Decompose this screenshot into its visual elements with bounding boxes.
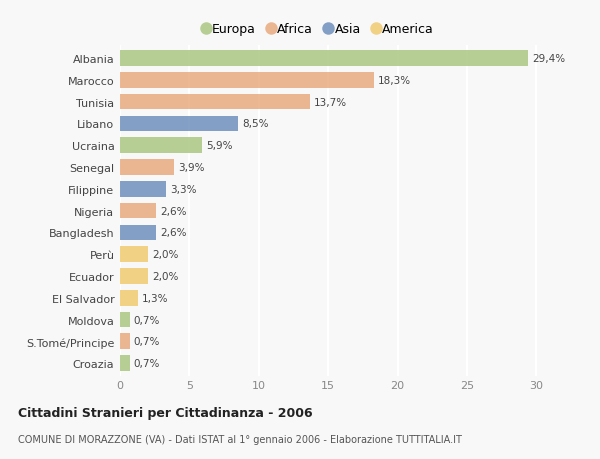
Text: 2,0%: 2,0% (152, 250, 178, 260)
Text: COMUNE DI MORAZZONE (VA) - Dati ISTAT al 1° gennaio 2006 - Elaborazione TUTTITAL: COMUNE DI MORAZZONE (VA) - Dati ISTAT al… (18, 434, 462, 444)
Text: 18,3%: 18,3% (378, 76, 411, 86)
Text: 13,7%: 13,7% (314, 97, 347, 107)
Bar (120, 269, 148, 284)
Bar (120, 73, 374, 89)
Bar (120, 334, 130, 349)
Text: 2,0%: 2,0% (152, 271, 178, 281)
Text: Cittadini Stranieri per Cittadinanza - 2006: Cittadini Stranieri per Cittadinanza - 2… (18, 406, 313, 419)
Text: 8,5%: 8,5% (242, 119, 269, 129)
Text: 3,9%: 3,9% (178, 162, 205, 173)
Bar (120, 356, 130, 371)
Text: 5,9%: 5,9% (206, 141, 233, 151)
Bar (120, 203, 156, 219)
Legend: Europa, Africa, Asia, America: Europa, Africa, Asia, America (206, 23, 434, 36)
Bar (120, 290, 138, 306)
Text: 2,6%: 2,6% (160, 228, 187, 238)
Bar (120, 225, 156, 241)
Bar (120, 182, 166, 197)
Bar (120, 312, 130, 328)
Bar (120, 160, 174, 175)
Bar (120, 138, 202, 154)
Text: 1,3%: 1,3% (142, 293, 169, 303)
Text: 0,7%: 0,7% (134, 336, 160, 347)
Text: 3,3%: 3,3% (170, 185, 196, 195)
Bar (120, 116, 238, 132)
Bar (120, 51, 528, 67)
Bar (120, 95, 310, 110)
Bar (120, 247, 148, 263)
Text: 2,6%: 2,6% (160, 206, 187, 216)
Text: 0,7%: 0,7% (134, 315, 160, 325)
Text: 0,7%: 0,7% (134, 358, 160, 368)
Text: 29,4%: 29,4% (532, 54, 565, 64)
